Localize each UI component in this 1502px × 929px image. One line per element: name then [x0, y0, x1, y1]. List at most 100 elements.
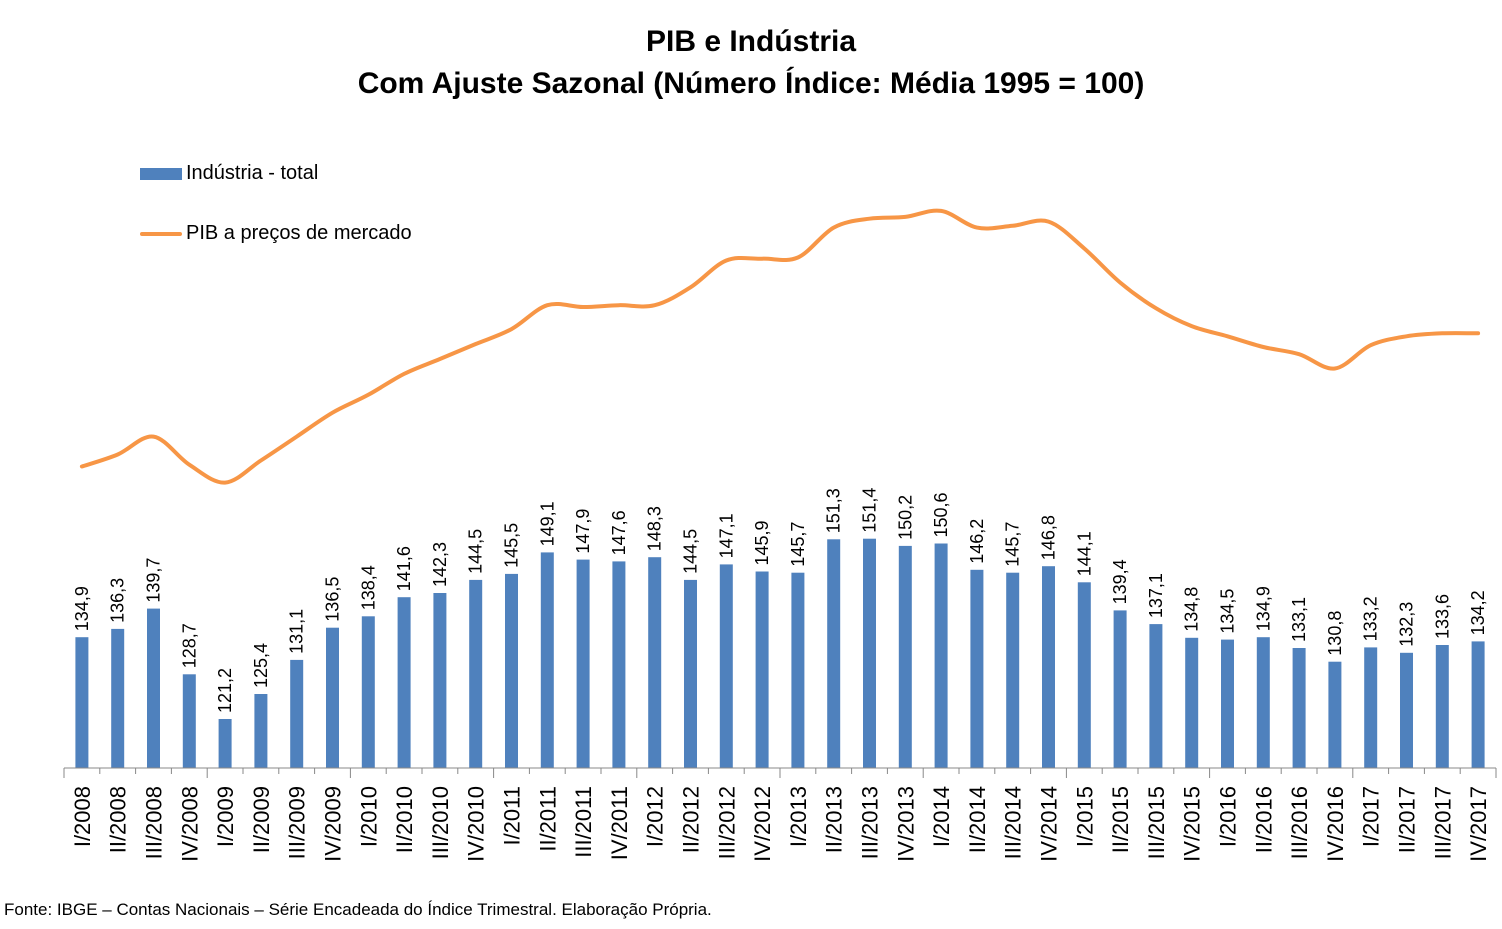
x-tick-label: I/2009	[213, 786, 238, 847]
x-tick-label: II/2015	[1108, 786, 1133, 853]
bar	[1435, 645, 1449, 768]
bar	[182, 674, 196, 768]
bar	[719, 564, 733, 768]
bar-data-label: 134,5	[1218, 589, 1238, 634]
bar-data-label: 142,3	[430, 542, 450, 587]
x-tick-label: III/2010	[428, 786, 453, 859]
bar-data-label: 139,4	[1110, 559, 1130, 604]
bar	[970, 569, 984, 768]
x-tick-label: II/2017	[1395, 786, 1420, 853]
bar	[147, 608, 160, 768]
bar-data-label: 133,2	[1361, 596, 1381, 641]
x-tick-label: III/2014	[1001, 786, 1026, 859]
bar	[1292, 648, 1306, 768]
source-note: Fonte: IBGE – Contas Nacionais – Série E…	[4, 900, 712, 919]
bar	[863, 538, 876, 768]
bar-data-label: 151,4	[860, 488, 880, 533]
bar	[326, 627, 339, 768]
bar-data-label: 134,2	[1468, 590, 1488, 635]
bar-data-label: 136,5	[323, 577, 343, 622]
x-tick-label: IV/2009	[321, 786, 346, 862]
x-tick-label: III/2008	[142, 786, 167, 859]
legend-item-pib: PIB a preços de mercado	[140, 222, 412, 245]
x-tick-label: IV/2013	[893, 786, 918, 862]
bar	[397, 597, 411, 768]
bar-data-label: 144,1	[1074, 531, 1094, 576]
bar-data-label: 134,9	[1253, 586, 1273, 631]
bar	[827, 539, 841, 768]
bar	[254, 694, 268, 768]
x-tick-label: II/2012	[679, 786, 704, 853]
bar	[505, 573, 518, 768]
bar	[684, 579, 697, 768]
bar	[111, 628, 125, 768]
bar	[1042, 566, 1055, 768]
bar	[1400, 652, 1413, 768]
bar-data-label: 130,8	[1325, 611, 1345, 656]
bar-data-label: 144,5	[466, 529, 486, 574]
x-tick-label: IV/2017	[1466, 786, 1491, 862]
bar-data-label: 147,9	[573, 509, 593, 554]
bar	[361, 616, 375, 768]
bar	[75, 637, 89, 768]
x-tick-label: II/2010	[392, 786, 417, 853]
x-tick-label: II/2016	[1251, 786, 1276, 853]
bar	[1077, 582, 1091, 768]
x-tick-label: IV/2012	[750, 786, 775, 862]
bar	[612, 561, 626, 768]
bar	[1364, 647, 1378, 768]
bar-data-label: 139,7	[144, 558, 164, 603]
x-tick-label: I/2017	[1359, 786, 1384, 847]
x-tick-label: I/2012	[643, 786, 668, 847]
legend-item-industria: Indústria - total	[140, 162, 318, 185]
bar-data-label: 137,1	[1146, 573, 1166, 618]
bar-data-label: 146,8	[1039, 515, 1059, 560]
x-tick-label: III/2011	[571, 786, 596, 858]
x-tick-label: I/2010	[356, 786, 381, 847]
bar-data-label: 145,7	[788, 522, 808, 567]
x-tick-label: III/2013	[858, 786, 883, 859]
bar-data-label: 146,2	[967, 519, 987, 564]
bar	[648, 557, 662, 768]
x-tick-label: I/2016	[1216, 786, 1241, 847]
legend-label-pib: PIB a preços de mercado	[186, 222, 412, 244]
bar	[755, 571, 769, 768]
x-tick-label: III/2012	[714, 786, 739, 859]
x-tick-label: III/2016	[1287, 786, 1312, 859]
bar-data-label: 151,3	[824, 488, 844, 533]
bar-data-label: 148,3	[645, 506, 665, 551]
chart-title-line2: Com Ajuste Sazonal (Número Índice: Média…	[357, 67, 1145, 100]
bar-data-label: 133,6	[1432, 594, 1452, 639]
bar	[1006, 572, 1020, 768]
bar-data-label: 134,9	[72, 586, 92, 631]
x-tick-label: I/2008	[70, 786, 95, 847]
x-tick-label: IV/2010	[464, 786, 489, 862]
x-tick-label: I/2011	[500, 786, 525, 846]
bar-data-label: 145,7	[1003, 522, 1023, 567]
bar-data-label: 150,2	[895, 495, 915, 540]
bar-data-label: 131,1	[287, 609, 307, 654]
bar	[1328, 661, 1342, 768]
bar	[576, 559, 590, 768]
bar	[898, 545, 912, 768]
x-tick-label: III/2009	[285, 786, 310, 859]
bar-data-label: 141,6	[394, 546, 414, 591]
pib-series-line	[79, 208, 1481, 485]
bar-data-label: 132,3	[1397, 602, 1417, 647]
x-tick-label: II/2009	[249, 786, 274, 853]
x-tick-label: II/2014	[965, 786, 990, 853]
bar-data-label: 121,2	[215, 668, 235, 713]
bar-data-label: 145,9	[752, 520, 772, 565]
x-tick-label: I/2015	[1072, 786, 1097, 847]
bar-data-label: 138,4	[358, 565, 378, 610]
x-tick-label: IV/2016	[1323, 786, 1348, 862]
x-tick-label: I/2014	[929, 786, 954, 847]
bar-data-label: 128,7	[179, 623, 199, 668]
bar	[1185, 637, 1199, 768]
bar-data-label: 150,6	[931, 492, 951, 537]
bar	[934, 543, 948, 768]
x-tick-label: III/2017	[1430, 786, 1455, 859]
bar-data-label: 133,1	[1289, 597, 1309, 642]
x-tick-label: I/2013	[786, 786, 811, 847]
